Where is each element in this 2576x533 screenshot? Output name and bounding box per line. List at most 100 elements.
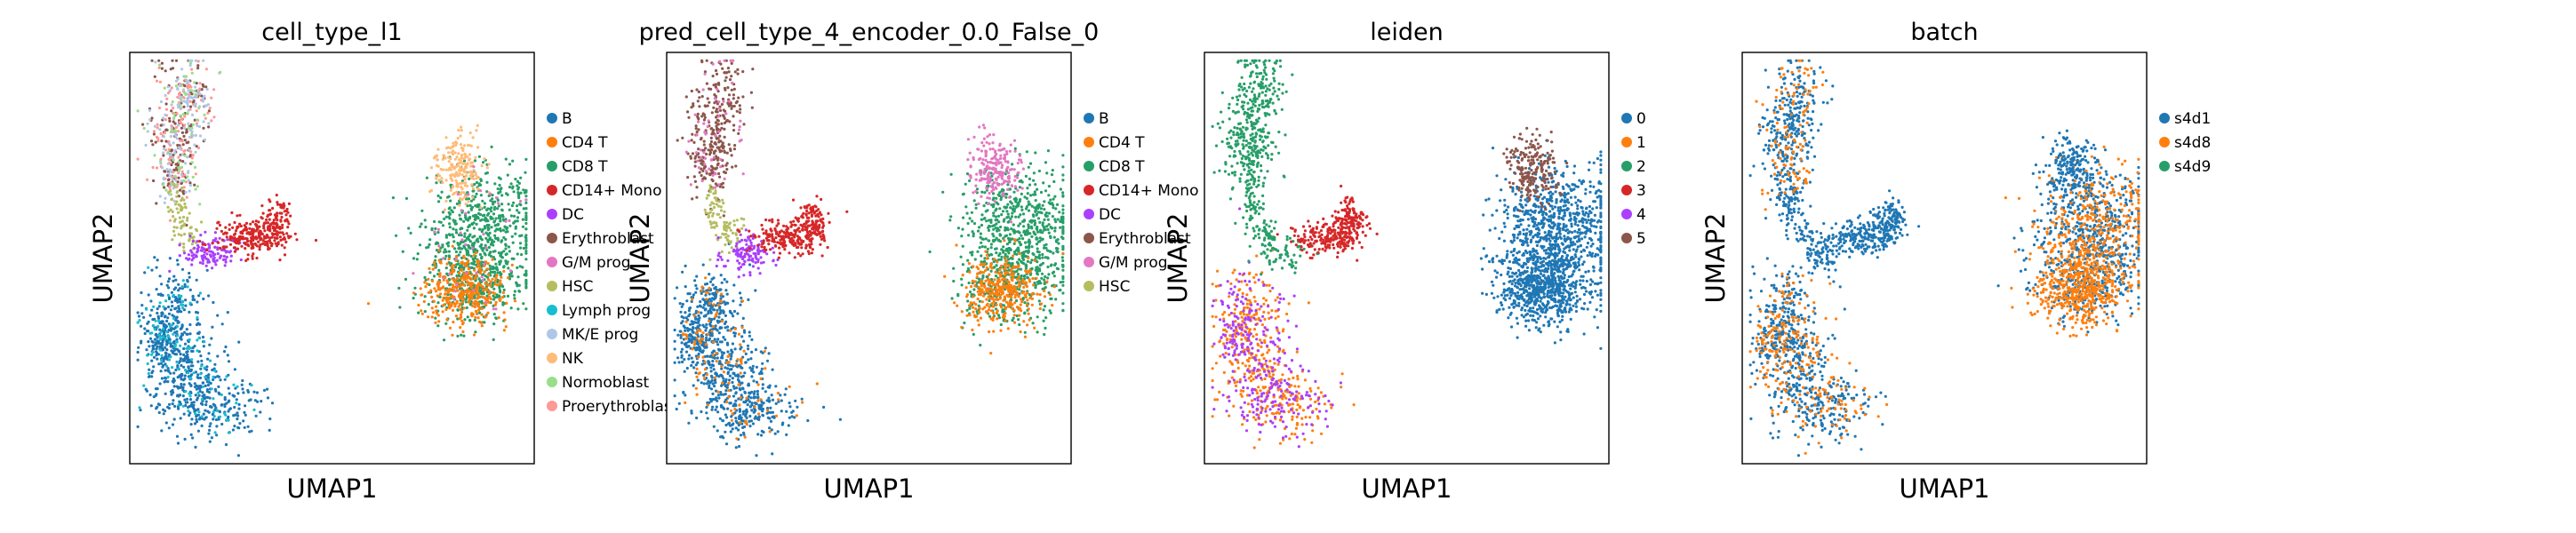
data-point [501,228,506,232]
data-point [202,253,206,257]
data-point [266,242,269,245]
data-point [164,170,167,173]
data-point [488,264,492,267]
data-point [808,229,812,234]
data-point [498,295,501,298]
data-point [181,358,185,362]
data-point [168,402,172,406]
data-point [476,123,479,127]
data-point [276,236,279,240]
data-point [756,249,759,252]
data-point [452,269,456,273]
data-point [453,247,457,251]
data-point [517,193,521,196]
data-point [162,178,165,181]
data-point [496,207,500,211]
data-point [286,235,290,238]
data-point [209,422,212,426]
data-point [180,117,183,121]
data-point [188,338,191,341]
data-point [702,113,707,116]
data-point [236,411,239,415]
data-point [166,162,170,165]
data-point [176,334,180,338]
data-point [162,335,165,338]
data-point [164,338,167,341]
data-point [262,388,267,392]
data-point [715,115,718,119]
data-point [167,147,171,151]
data-point [196,338,199,342]
data-point [765,411,769,415]
data-point [689,183,692,187]
data-point [756,260,760,264]
data-point [146,362,149,366]
data-point [180,299,184,303]
data-point [190,130,194,133]
data-point [444,307,448,312]
data-point [756,252,761,256]
data-point [190,71,194,75]
data-point [715,264,718,268]
data-point [181,303,185,306]
data-point [783,248,787,251]
data-point [505,227,508,231]
legend-marker [547,161,557,171]
data-point [447,195,451,198]
data-point [176,180,180,184]
data-point [289,214,292,218]
data-point [764,229,768,233]
data-point [498,298,501,301]
data-point [751,364,755,368]
data-point [440,177,444,180]
data-point [177,321,180,324]
data-point [718,60,722,63]
data-point [203,94,206,98]
data-point [196,67,200,70]
data-point [196,185,199,188]
data-point [182,251,187,255]
data-point [172,229,176,233]
x-axis-label: UMAP1 [286,473,377,504]
data-point [496,187,500,191]
data-point [279,238,283,242]
data-point [436,194,440,198]
data-point [705,152,708,156]
data-point [220,422,224,426]
data-point [186,355,189,359]
data-point [188,398,193,402]
data-point [439,167,443,171]
data-point [287,222,291,226]
data-point [437,244,441,248]
data-point [822,405,826,409]
data-point [172,317,176,321]
data-point [252,390,256,394]
data-point [437,320,441,323]
data-point [194,85,197,89]
data-point [710,378,714,382]
data-point [500,240,503,243]
data-point [496,280,500,283]
data-point [185,397,189,401]
data-point [723,265,726,268]
data-point [261,211,265,215]
data-point [761,362,764,365]
data-point [708,381,712,385]
data-point [468,276,471,280]
data-point [155,351,159,354]
data-point [460,125,463,129]
data-point [182,308,186,312]
data-point [167,158,171,162]
data-point [180,267,185,271]
data-point [696,378,700,382]
data-point [473,257,477,260]
data-point [474,330,477,334]
data-point [499,290,502,294]
data-point [460,315,463,319]
data-point [197,124,202,129]
data-point [189,374,193,378]
data-point [154,319,157,322]
data-point [180,199,183,203]
data-point [804,246,808,250]
data-point [463,318,467,322]
